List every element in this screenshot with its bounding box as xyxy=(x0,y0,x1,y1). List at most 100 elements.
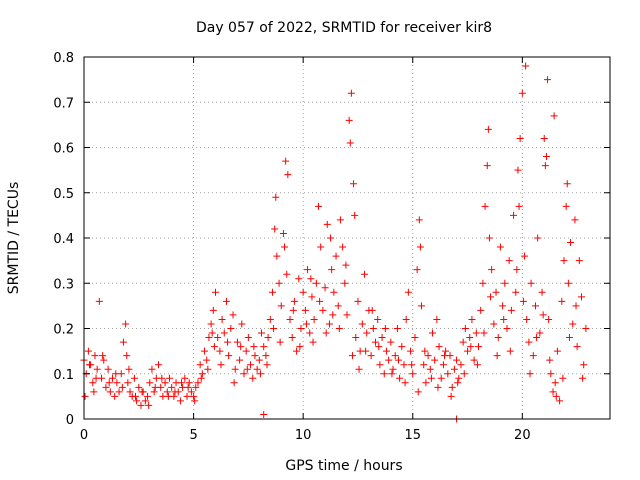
data-point xyxy=(362,347,370,355)
x-axis-label: GPS time / hours xyxy=(285,458,402,474)
data-point xyxy=(330,288,338,296)
data-point xyxy=(352,334,360,342)
data-point xyxy=(165,374,173,382)
data-point xyxy=(387,338,395,346)
data-point xyxy=(126,388,134,396)
data-point xyxy=(521,252,529,260)
data-point xyxy=(396,374,404,382)
data-point xyxy=(499,302,507,310)
data-point xyxy=(187,388,195,396)
data-point xyxy=(306,329,314,337)
data-point xyxy=(176,397,184,405)
data-point xyxy=(358,320,366,328)
data-point xyxy=(400,361,408,369)
data-point xyxy=(161,379,169,387)
data-point xyxy=(335,325,343,332)
data-point xyxy=(325,320,333,328)
data-point xyxy=(547,370,555,378)
data-point xyxy=(536,329,544,337)
data-point xyxy=(155,361,163,369)
data-point xyxy=(218,315,226,323)
data-point xyxy=(315,202,323,210)
data-point xyxy=(467,343,475,351)
data-point xyxy=(571,216,579,224)
data-point xyxy=(468,315,476,323)
data-point xyxy=(102,383,110,391)
data-point xyxy=(106,388,114,396)
data-point xyxy=(231,365,239,373)
data-point xyxy=(533,334,541,342)
data-point xyxy=(550,112,558,120)
data-point xyxy=(559,374,567,382)
data-point xyxy=(181,374,189,382)
data-point xyxy=(146,379,154,387)
chart-title: Day 057 of 2022, SRMTID for receiver kir… xyxy=(196,20,492,36)
data-point xyxy=(461,325,469,332)
data-point xyxy=(236,356,244,364)
data-point xyxy=(363,329,371,337)
data-point xyxy=(415,216,423,224)
data-point xyxy=(380,370,388,378)
data-point xyxy=(90,388,98,396)
y-axis-label: SRMTID / TECUs xyxy=(6,182,22,295)
data-point xyxy=(317,243,325,251)
data-point xyxy=(207,320,215,328)
data-point xyxy=(389,365,397,373)
data-point xyxy=(238,320,246,328)
data-point xyxy=(450,365,458,373)
data-point xyxy=(361,270,369,278)
data-point xyxy=(339,243,347,251)
data-point xyxy=(542,153,550,161)
data-point xyxy=(408,361,416,369)
data-point xyxy=(404,288,412,296)
data-point xyxy=(485,234,493,242)
data-point xyxy=(512,288,520,296)
data-point xyxy=(464,347,472,355)
data-point xyxy=(191,397,199,405)
data-points xyxy=(80,62,590,423)
data-point xyxy=(457,361,465,369)
data-point xyxy=(424,352,432,360)
data-point xyxy=(538,288,546,296)
data-point xyxy=(506,347,514,355)
data-point xyxy=(84,347,92,355)
data-point xyxy=(112,370,120,378)
data-point xyxy=(374,315,382,323)
data-point xyxy=(203,356,211,364)
data-point xyxy=(273,252,281,260)
data-point xyxy=(545,315,553,323)
data-point xyxy=(395,356,403,364)
data-point xyxy=(351,211,359,219)
data-point xyxy=(240,370,248,378)
data-point xyxy=(334,302,342,310)
data-point xyxy=(496,243,504,251)
data-point xyxy=(249,374,257,382)
data-point xyxy=(183,392,191,400)
data-point xyxy=(515,202,523,210)
data-point xyxy=(519,297,527,305)
data-point xyxy=(375,343,383,351)
data-point xyxy=(89,379,97,387)
data-point xyxy=(459,338,467,346)
data-point xyxy=(297,325,305,332)
data-point xyxy=(132,392,140,400)
data-point xyxy=(105,379,113,387)
data-point xyxy=(393,325,401,332)
data-point xyxy=(567,239,575,247)
data-point xyxy=(108,374,116,382)
data-point xyxy=(401,379,409,387)
data-point xyxy=(141,397,149,405)
data-point xyxy=(472,329,480,337)
data-point xyxy=(534,234,542,242)
data-point xyxy=(346,139,354,147)
data-point xyxy=(328,266,336,274)
data-point xyxy=(529,352,537,360)
data-point xyxy=(580,361,588,369)
data-point xyxy=(582,325,590,332)
data-point xyxy=(444,370,452,378)
data-point xyxy=(541,162,549,170)
y-tick-label: 0.7 xyxy=(53,96,74,111)
data-point xyxy=(237,343,245,351)
data-point xyxy=(523,315,531,323)
data-point xyxy=(342,261,350,269)
